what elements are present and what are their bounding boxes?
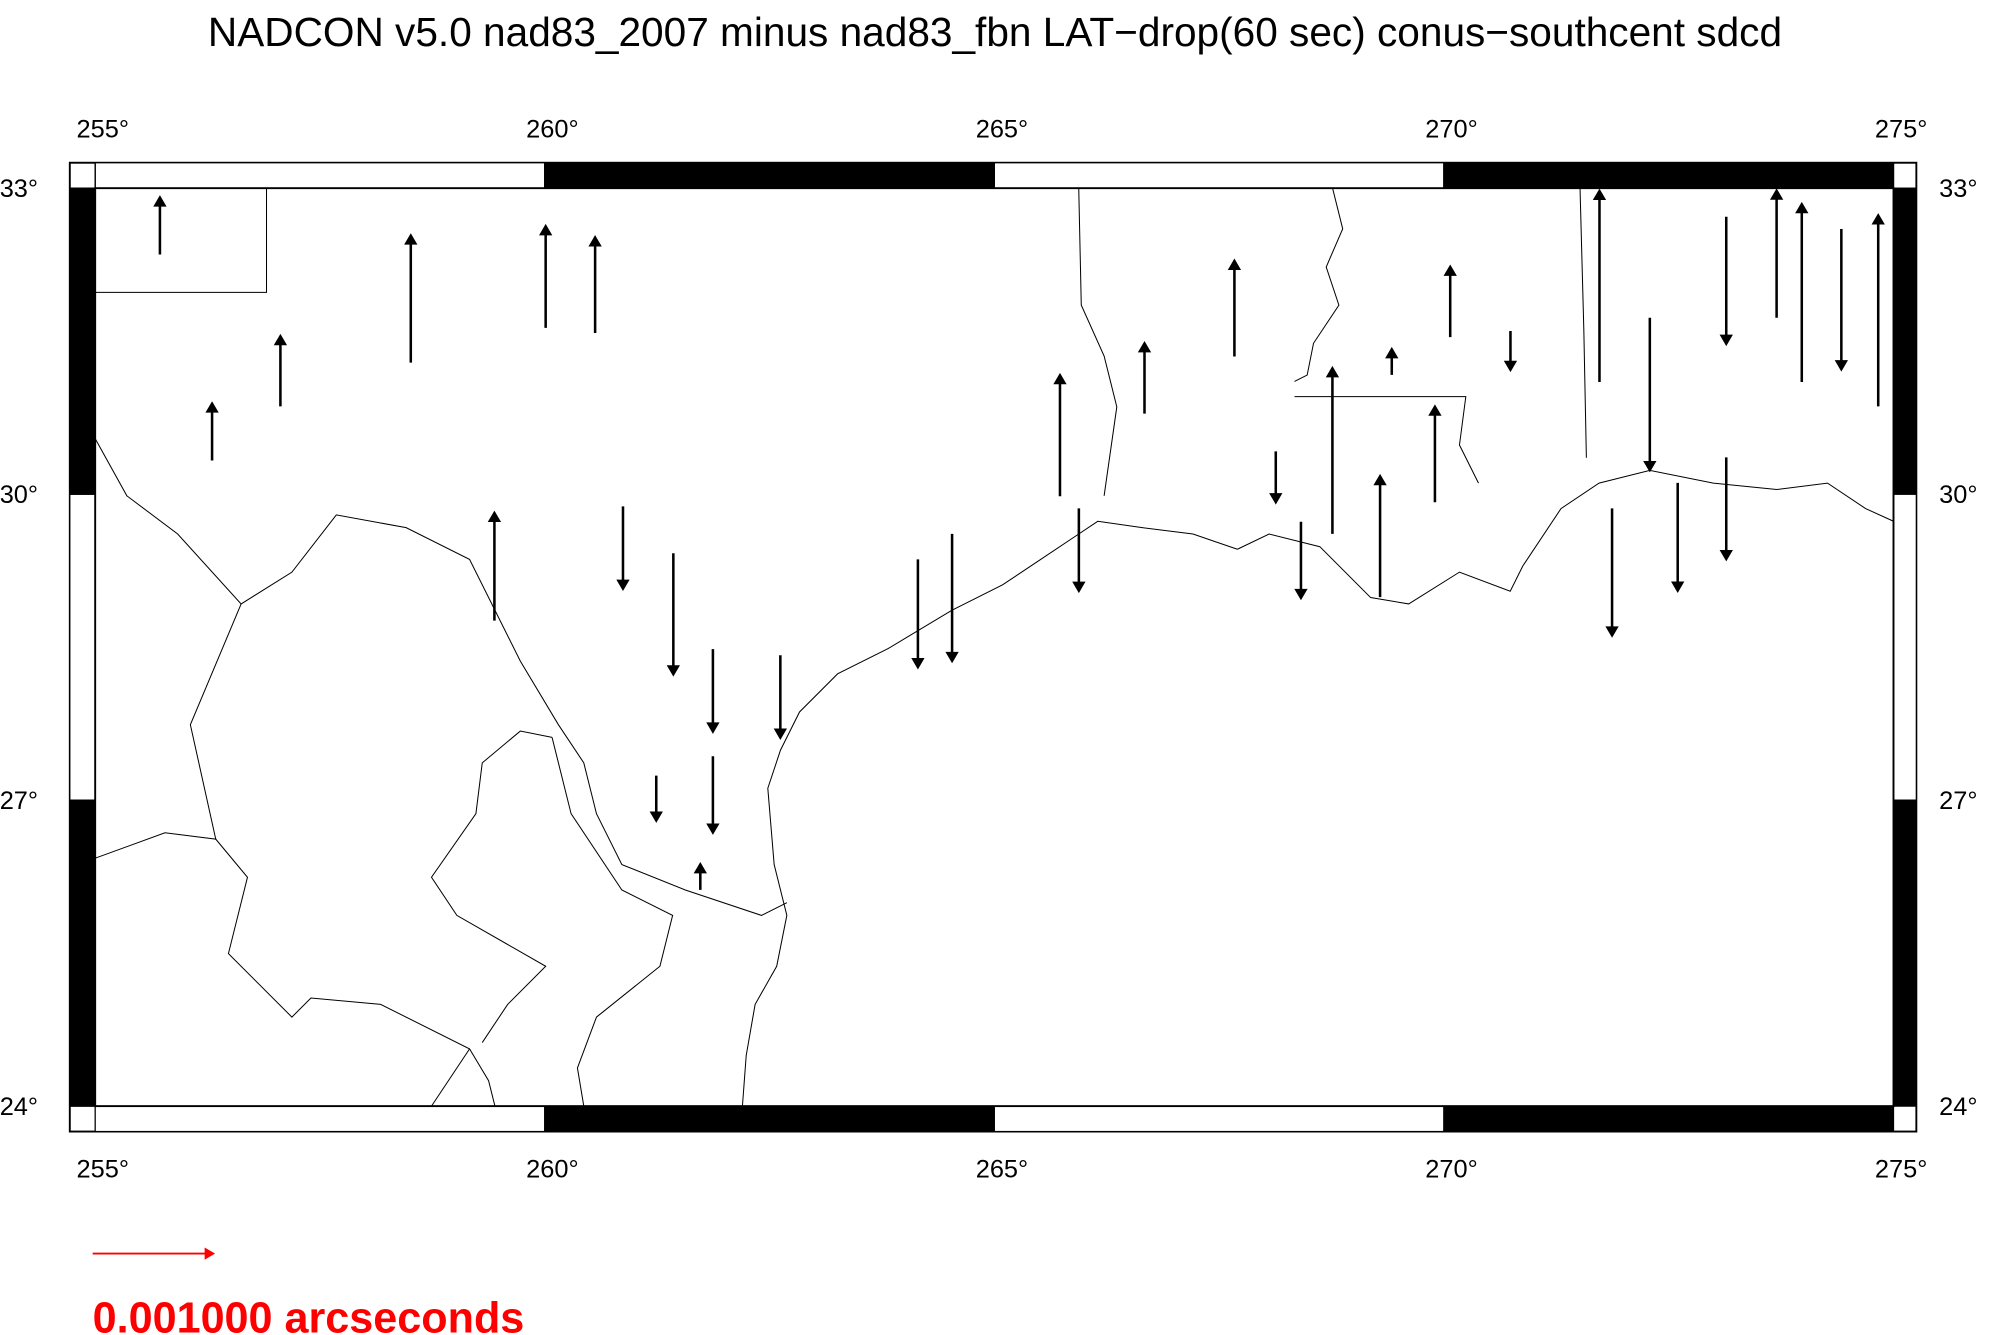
frame-bar — [544, 1105, 995, 1133]
frame-bar — [1892, 493, 1917, 801]
vector-arrow — [1719, 457, 1733, 562]
vector-arrow — [911, 559, 925, 670]
vector-arrow — [205, 401, 219, 461]
title: NADCON v5.0 nad83_2007 minus nad83_fbn L… — [208, 9, 1782, 55]
vector-arrow — [1443, 264, 1457, 338]
vector-arrow — [1325, 365, 1340, 534]
y-tick-label: 27° — [0, 787, 38, 815]
box-line — [95, 188, 268, 293]
x-tick-label: 270° — [1425, 1155, 1477, 1183]
frame-bar — [544, 162, 995, 189]
plot: NADCON v5.0 nad83_2007 minus nad83_fbn L… — [0, 9, 1978, 1335]
vector-arrow — [1428, 404, 1442, 503]
tick-labels: 255° 255° 260° 260° 265° 265° 270° 270° 275° 275°… — [0, 115, 1978, 1183]
vector-arrow — [1671, 482, 1685, 593]
vector-arrow — [616, 506, 630, 592]
x-tick-label: 275° — [1875, 115, 1927, 143]
vector-arrow — [1769, 188, 1784, 318]
vector-arrow — [1385, 346, 1399, 375]
vector-arrow — [1871, 213, 1885, 407]
vector-arrow — [1643, 317, 1657, 473]
x-tick-label: 260° — [526, 1155, 578, 1183]
vector-arrow — [1072, 508, 1086, 594]
vector-arrow — [1269, 451, 1283, 505]
vector-arrow — [666, 553, 680, 677]
frame-bar — [69, 187, 96, 495]
x-tick-label: 265° — [976, 115, 1028, 143]
frame-bar — [69, 493, 96, 801]
y-tick-label: 27° — [1939, 787, 1977, 815]
vector-arrow — [693, 862, 707, 890]
vector-arrow — [588, 235, 602, 333]
border — [551, 737, 674, 1107]
vector-arrow — [487, 510, 502, 621]
frame-bars — [69, 162, 1917, 1133]
y-tick-label: 30° — [1939, 481, 1977, 509]
vector-arrow — [1137, 340, 1152, 414]
frame-bar — [1443, 162, 1895, 189]
x-tick-label: 275° — [1875, 1155, 1927, 1183]
vector-arrow — [1719, 216, 1733, 347]
border — [1078, 188, 1118, 496]
vector-arrow — [153, 195, 167, 255]
frame-bar — [94, 1105, 546, 1133]
scale-label: 0.001000 arcseconds — [93, 1294, 525, 1335]
y-tick-label: 33° — [0, 175, 38, 203]
x-tick-label: 265° — [976, 1155, 1028, 1183]
border — [1579, 188, 1587, 458]
vector-arrow — [1503, 330, 1518, 373]
frame-bar — [993, 162, 1445, 189]
vector-arrow — [945, 533, 959, 664]
vector-arrow — [1373, 473, 1387, 598]
vector-arrow — [404, 233, 418, 363]
frame-bar — [69, 799, 96, 1107]
river — [1294, 188, 1344, 382]
vector-arrow — [1795, 201, 1809, 382]
border — [430, 730, 553, 1043]
border — [431, 1048, 470, 1107]
scale-arrow — [92, 1247, 216, 1260]
y-tick-label: 24° — [0, 1093, 38, 1121]
vector-arrow — [706, 649, 720, 734]
frame-bar — [1892, 799, 1917, 1107]
vector-arrow — [649, 775, 663, 823]
frame-bar — [1443, 1105, 1895, 1133]
y-tick-label: 33° — [1939, 175, 1977, 203]
vector-arrow — [1294, 521, 1308, 601]
y-tick-label: 24° — [1939, 1093, 1977, 1121]
vector-arrow — [273, 333, 288, 407]
border — [1294, 396, 1479, 484]
coastline — [1237, 469, 1894, 605]
frame-bar — [94, 162, 546, 189]
vector-arrow — [773, 655, 787, 740]
vector-arrow — [706, 756, 720, 835]
vector-arrow — [1227, 258, 1242, 357]
frame-bar — [993, 1105, 1445, 1133]
vector-arrow — [1605, 508, 1619, 638]
scale-legend: 0.001000 arcseconds — [92, 1247, 525, 1335]
border — [215, 838, 496, 1107]
vector-arrow — [1834, 228, 1849, 372]
vectors — [153, 188, 1885, 890]
x-tick-label: 260° — [526, 115, 578, 143]
vector-arrow — [1592, 188, 1607, 382]
x-tick-label: 255° — [77, 1155, 129, 1183]
x-tick-label: 255° — [77, 115, 129, 143]
y-tick-label: 30° — [0, 481, 38, 509]
vector-arrow — [1053, 372, 1067, 497]
vector-arrow — [539, 223, 553, 328]
frame-bar — [1892, 187, 1917, 495]
coastline — [741, 520, 1238, 1107]
x-tick-label: 270° — [1425, 115, 1477, 143]
outer-frame — [68, 161, 1918, 1133]
